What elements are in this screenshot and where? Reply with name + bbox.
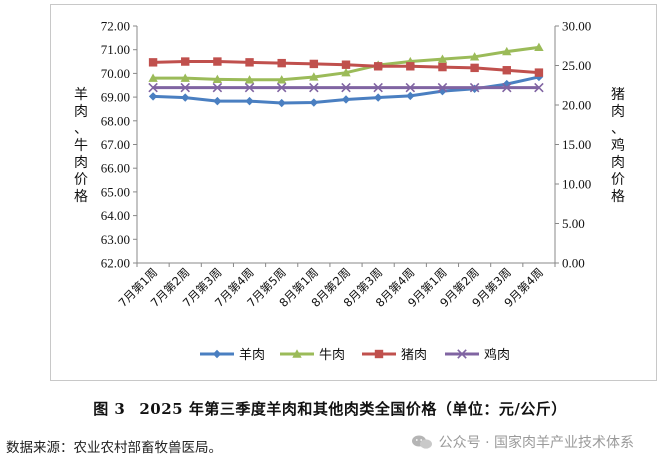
right-tick-label: 25.00 — [562, 58, 591, 73]
data-point-square — [406, 62, 415, 71]
data-point-triangle — [244, 75, 255, 84]
legend-label: 鸡肉 — [484, 347, 510, 363]
left-axis-title-char: 肉 — [74, 155, 88, 171]
data-point-x — [469, 82, 480, 93]
data-point-square — [309, 59, 319, 69]
data-point-x — [373, 82, 383, 93]
figure-caption-label: 图 3 — [93, 400, 126, 418]
legend-swatch-marker — [457, 349, 467, 359]
data-point-x — [405, 82, 416, 93]
data-point-square — [181, 57, 190, 66]
legend-label: 羊肉 — [239, 347, 265, 363]
source-note: 数据来源：农业农村部畜牧兽医局。 — [6, 440, 222, 456]
left-tick-label: 67.00 — [101, 137, 130, 152]
right-tick-label: 15.00 — [562, 137, 591, 152]
data-point-x — [212, 82, 223, 93]
legend-swatch-marker — [292, 349, 302, 358]
data-point-square — [438, 62, 447, 72]
data-point-triangle — [469, 52, 480, 61]
left-axis-title-char: 价 — [74, 172, 88, 188]
watermark: 公众号 · 国家肉羊产业技术体系 — [411, 432, 634, 452]
data-point-diamond — [181, 93, 190, 102]
data-point-triangle — [212, 74, 223, 84]
data-point-x — [341, 82, 351, 93]
data-point-diamond — [309, 98, 319, 107]
right-axis-title-char: 肉 — [611, 104, 625, 120]
right-tick-label: 10.00 — [562, 177, 591, 192]
wechat-icon — [411, 435, 432, 449]
data-point-square — [502, 66, 511, 75]
legend-label: 牛肉 — [319, 348, 345, 363]
right-tick-label: 5.00 — [562, 216, 585, 231]
data-point-square — [148, 58, 158, 67]
chart-border — [50, 4, 657, 381]
right-axis-title-char: 猪 — [611, 87, 625, 103]
data-point-x — [309, 82, 319, 93]
data-point-x — [502, 82, 512, 93]
right-axis-title-char: 鸡 — [611, 137, 625, 154]
right-tick-label: 30.00 — [562, 19, 591, 34]
data-point-x — [148, 82, 158, 93]
data-point-triangle — [148, 73, 158, 82]
left-tick-label: 69.00 — [101, 90, 130, 105]
legend-swatch-marker — [374, 349, 384, 359]
right-axis-title-char: 肉 — [611, 155, 625, 171]
data-point-diamond — [277, 98, 286, 108]
data-point-diamond — [213, 96, 222, 106]
data-point-square — [373, 62, 383, 71]
left-tick-label: 63.00 — [101, 232, 130, 247]
left-tick-label: 72.00 — [101, 19, 130, 34]
right-axis-title-char: 格 — [611, 189, 625, 205]
figure-caption: 图 3 2025 年第三季度羊肉和其他肉类全国价格（单位：元/公斤） — [0, 398, 660, 419]
legend-swatch-marker — [212, 349, 222, 359]
right-axis-title-char: 、 — [611, 121, 625, 137]
data-point-x — [534, 82, 544, 93]
left-axis-title-char: 羊 — [74, 87, 88, 103]
data-point-diamond — [245, 96, 254, 106]
legend-label: 猪肉 — [401, 348, 427, 363]
data-point-triangle — [534, 42, 544, 52]
data-point-triangle — [309, 72, 319, 81]
data-point-triangle — [437, 54, 448, 63]
meat-price-chart: 62.00 63.00 64.00 65.00 66.00 67.00 68.00 69.00… — [50, 4, 657, 381]
left-axis-title-char: 格 — [74, 189, 88, 205]
data-point-triangle — [502, 46, 512, 56]
data-point-x — [437, 82, 448, 93]
watermark-text: 公众号 · 国家肉羊产业技术体系 — [438, 435, 634, 451]
left-tick-label: 70.00 — [101, 66, 130, 81]
data-point-square — [470, 63, 479, 73]
data-point-diamond — [373, 93, 383, 102]
data-point-diamond — [406, 91, 415, 101]
data-point-diamond — [341, 95, 351, 104]
data-point-diamond — [534, 72, 544, 82]
data-point-square — [534, 68, 544, 77]
left-tick-label: 62.00 — [101, 256, 130, 271]
data-point-square — [277, 58, 286, 68]
left-axis-title-char: 肉 — [74, 104, 88, 120]
left-tick-label: 71.00 — [101, 42, 130, 57]
data-point-triangle — [180, 73, 190, 82]
data-point-diamond — [148, 92, 158, 101]
right-tick-label: 0.00 — [562, 256, 585, 271]
left-tick-label: 64.00 — [101, 208, 130, 223]
data-point-x — [276, 82, 287, 93]
left-axis-title-char: 牛 — [74, 138, 88, 154]
data-point-x — [180, 82, 190, 93]
right-tick-label: 20.00 — [562, 98, 591, 113]
data-point-square — [213, 57, 222, 66]
data-point-square — [341, 60, 351, 69]
left-tick-label: 66.00 — [101, 161, 130, 176]
data-point-square — [245, 58, 254, 67]
left-axis-title-char: 、 — [74, 121, 88, 137]
chart-frame: 62.00 63.00 64.00 65.00 66.00 67.00 68.00 69.00… — [50, 4, 657, 381]
left-tick-label: 65.00 — [101, 184, 130, 199]
data-point-triangle — [341, 67, 351, 77]
right-axis-title-char: 价 — [611, 172, 625, 188]
figure-caption-text: 2025 年第三季度羊肉和其他肉类全国价格（单位：元/公斤） — [139, 400, 567, 418]
data-point-x — [244, 82, 255, 93]
data-point-triangle — [276, 75, 287, 84]
left-tick-label: 68.00 — [101, 113, 130, 128]
